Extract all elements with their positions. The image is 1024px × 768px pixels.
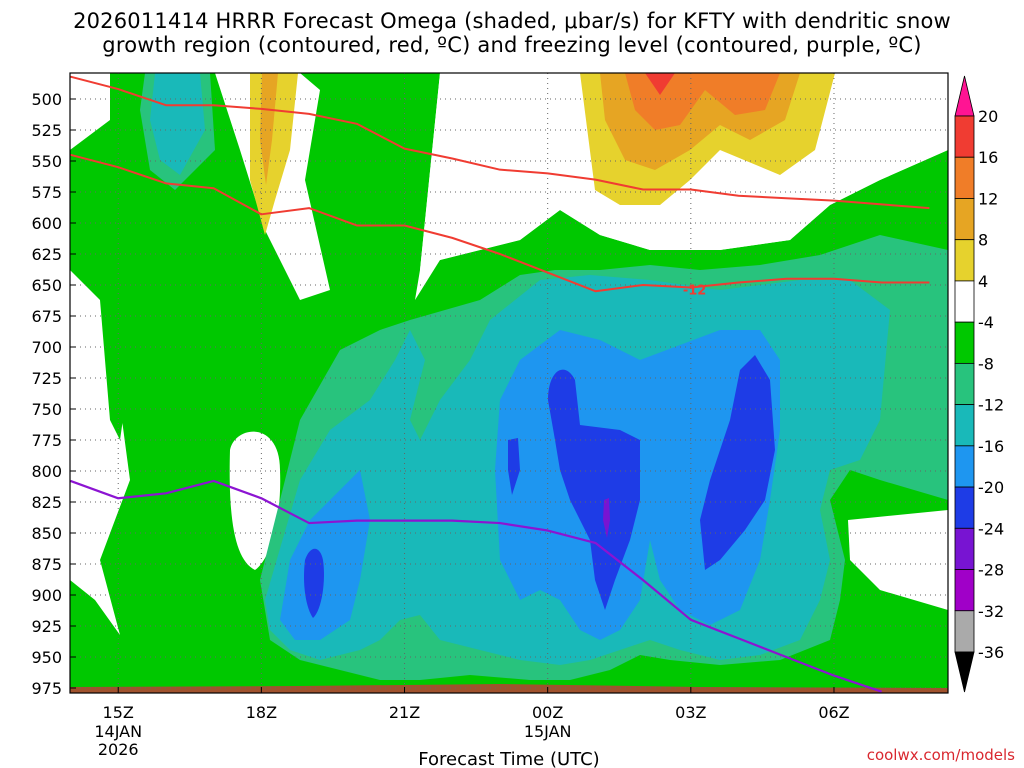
chart-title-line2: growth region (contoured, red, ºC) and f… bbox=[102, 33, 922, 57]
colorbar-swatch bbox=[954, 115, 975, 158]
omega-area-plus8-left bbox=[260, 73, 278, 185]
chart-title-line1: 2026011414 HRRR Forecast Omega (shaded, … bbox=[73, 9, 951, 33]
y-tick-label: 975 bbox=[31, 679, 62, 698]
colorbar-swatch bbox=[954, 610, 975, 653]
y-tick-label: 725 bbox=[31, 369, 62, 388]
x-tick-label: 06Z bbox=[818, 703, 849, 722]
omega-area-minus12-left bbox=[150, 73, 205, 175]
colorbar-label: 16 bbox=[978, 148, 998, 167]
colorbar-label: 12 bbox=[978, 189, 998, 208]
y-tick-label: 600 bbox=[31, 214, 62, 233]
colorbar-label: -12 bbox=[978, 396, 1004, 415]
dgz-contour-line bbox=[70, 153, 930, 293]
colorbar-swatch bbox=[954, 280, 975, 323]
y-tick-label: 875 bbox=[31, 555, 62, 574]
colorbar-bottom-arrow bbox=[954, 651, 975, 693]
y-tick-label: 550 bbox=[31, 152, 62, 171]
y-tick-label: 700 bbox=[31, 338, 62, 357]
colorbar-label: 8 bbox=[978, 231, 988, 250]
y-tick-label: 900 bbox=[31, 586, 62, 605]
y-tick-label: 525 bbox=[31, 121, 62, 140]
colorbar-top-arrow bbox=[954, 75, 975, 117]
plot-frame bbox=[69, 72, 949, 694]
y-tick-label: 675 bbox=[31, 307, 62, 326]
y-axis: 500 525 550 575 600 625 650 675 700 725 750 775 800 8… bbox=[31, 90, 76, 698]
ground-surface bbox=[70, 684, 948, 693]
x-tick-date: 15JAN bbox=[524, 722, 572, 741]
y-tick-label: 850 bbox=[31, 524, 62, 543]
omega-area-minus24 bbox=[603, 498, 610, 538]
omega-area-plus16 bbox=[645, 73, 675, 95]
x-tick-label: 18Z bbox=[246, 703, 277, 722]
colorbar-label: 20 bbox=[978, 107, 998, 126]
dgz-contour-line bbox=[70, 75, 930, 210]
grid-lines bbox=[70, 73, 948, 693]
colorbar-label: -16 bbox=[978, 437, 1004, 456]
omega-gap-white-3 bbox=[848, 510, 948, 610]
colorbar-swatch bbox=[954, 486, 975, 529]
colorbar-label: -20 bbox=[978, 478, 1004, 497]
freezing-level-line bbox=[70, 479, 883, 693]
x-axis-label: Forecast Time (UTC) bbox=[418, 749, 599, 768]
colorbar-swatch bbox=[954, 445, 975, 488]
x-tick-label: 00Z bbox=[532, 703, 563, 722]
omega-area-minus20-right bbox=[700, 355, 775, 570]
x-tick-year: 2026 bbox=[98, 740, 139, 759]
omega-area-minus20-small bbox=[508, 438, 520, 495]
y-tick-label: 750 bbox=[31, 400, 62, 419]
y-tick-label: 650 bbox=[31, 276, 62, 295]
omega-area-minus16 bbox=[280, 470, 370, 640]
x-tick-date: 14JAN bbox=[94, 722, 142, 741]
colorbar-label: -4 bbox=[978, 313, 994, 332]
omega-shading bbox=[70, 73, 948, 693]
colorbar-label: -28 bbox=[978, 561, 1004, 580]
y-tick-label: 950 bbox=[31, 648, 62, 667]
omega-area-green-left bbox=[70, 120, 140, 440]
colorbar-label: -36 bbox=[978, 643, 1004, 662]
colorbar-swatch bbox=[954, 527, 975, 570]
colorbar-swatch bbox=[954, 239, 975, 282]
colorbar-label: -8 bbox=[978, 354, 994, 373]
colorbar-swatch bbox=[954, 569, 975, 612]
y-tick-label: 775 bbox=[31, 431, 62, 450]
colorbar-label: 4 bbox=[978, 272, 988, 291]
contour-lines: -12 bbox=[70, 75, 930, 693]
omega-area-minus20-main bbox=[548, 369, 640, 610]
omega-area-minus20 bbox=[303, 548, 324, 618]
y-tick-label: 575 bbox=[31, 183, 62, 202]
colorbar: 20 16 12 8 4 -4 -8 -12 -16 -20 -24 -28 -32 -36 bbox=[954, 75, 1004, 693]
y-tick-label: 625 bbox=[31, 245, 62, 264]
y-tick-label: 825 bbox=[31, 493, 62, 512]
contour-label: -12 bbox=[683, 283, 707, 298]
omega-gap-white-2 bbox=[229, 431, 281, 570]
colorbar-label: -24 bbox=[978, 519, 1004, 538]
credit-text: coolwx.com/models bbox=[867, 746, 1015, 764]
x-tick-label: 15Z bbox=[103, 703, 134, 722]
y-tick-label: 500 bbox=[31, 90, 62, 109]
y-tick-label: 800 bbox=[31, 462, 62, 481]
colorbar-swatch bbox=[954, 362, 975, 406]
x-tick-label: 21Z bbox=[389, 703, 420, 722]
colorbar-swatch bbox=[954, 321, 975, 364]
colorbar-swatch bbox=[954, 156, 975, 199]
y-tick-label: 925 bbox=[31, 617, 62, 636]
colorbar-label: -32 bbox=[978, 602, 1004, 621]
x-tick-label: 03Z bbox=[675, 703, 706, 722]
colorbar-swatch bbox=[954, 198, 975, 241]
colorbar-swatch bbox=[954, 404, 975, 447]
